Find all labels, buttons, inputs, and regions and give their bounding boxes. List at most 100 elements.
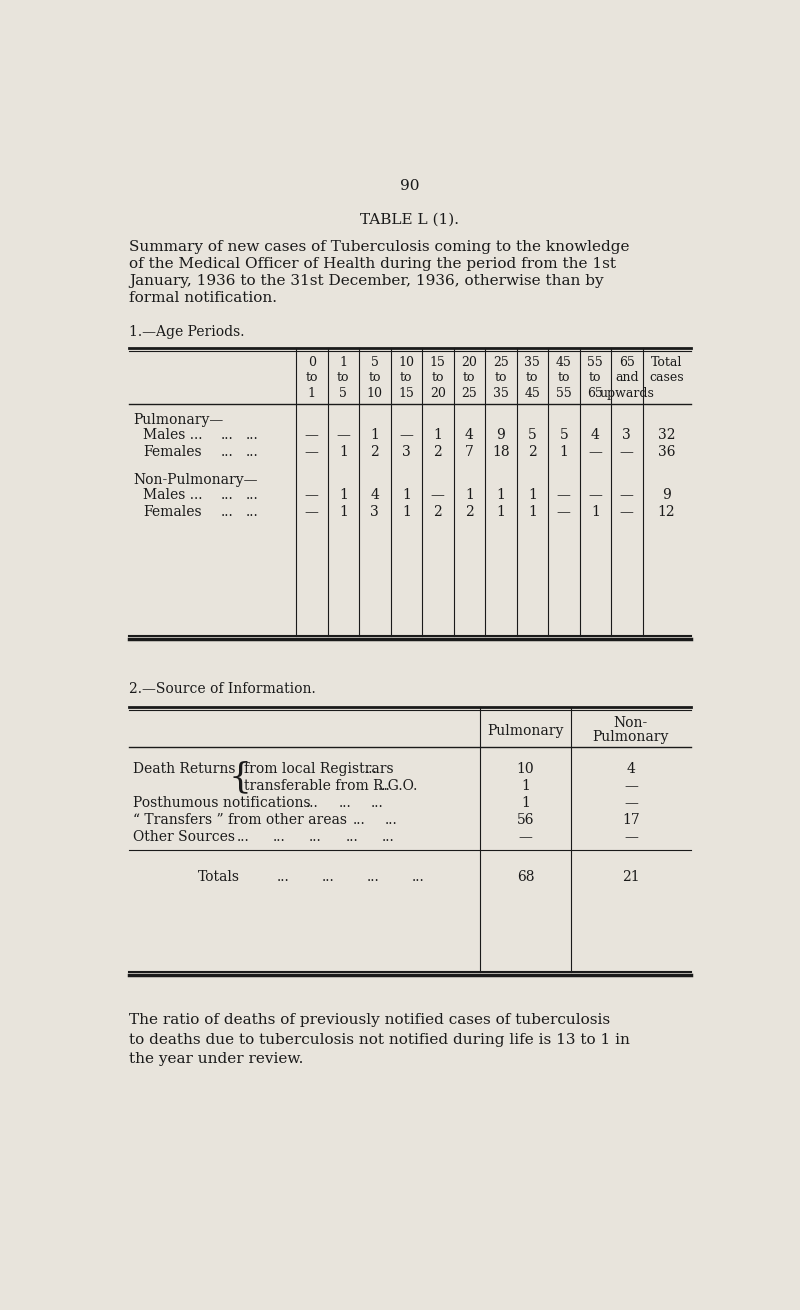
Text: Pulmonary: Pulmonary xyxy=(487,724,564,738)
Text: Other Sources: Other Sources xyxy=(134,831,235,844)
Text: ...: ... xyxy=(346,831,358,844)
Text: 65: 65 xyxy=(587,386,603,400)
Text: 2: 2 xyxy=(465,506,474,519)
Text: 35: 35 xyxy=(524,356,540,369)
Text: 1: 1 xyxy=(521,796,530,811)
Text: 5: 5 xyxy=(528,428,537,443)
Text: 2: 2 xyxy=(528,445,537,460)
Text: The ratio of deaths of previously notified cases of tuberculosis: The ratio of deaths of previously notifi… xyxy=(130,1014,610,1027)
Text: Pulmonary: Pulmonary xyxy=(593,730,669,744)
Text: 1: 1 xyxy=(402,506,410,519)
Text: ...: ... xyxy=(310,831,322,844)
Text: 12: 12 xyxy=(658,506,675,519)
Text: ...: ... xyxy=(246,489,258,502)
Text: 20: 20 xyxy=(430,386,446,400)
Text: to: to xyxy=(526,371,538,384)
Text: 45: 45 xyxy=(524,386,540,400)
Text: and: and xyxy=(615,371,638,384)
Text: to: to xyxy=(400,371,413,384)
Text: to: to xyxy=(431,371,444,384)
Text: 10: 10 xyxy=(398,356,414,369)
Text: 1: 1 xyxy=(465,489,474,502)
Text: —: — xyxy=(624,831,638,844)
Text: 1: 1 xyxy=(339,356,347,369)
Text: 1: 1 xyxy=(591,506,600,519)
Text: from local Registrars: from local Registrars xyxy=(244,762,394,777)
Text: Non-Pulmonary—: Non-Pulmonary— xyxy=(134,473,258,487)
Text: ...: ... xyxy=(221,445,234,460)
Text: 1: 1 xyxy=(496,489,506,502)
Text: Total: Total xyxy=(651,356,682,369)
Text: ...: ... xyxy=(366,870,379,884)
Text: 45: 45 xyxy=(556,356,572,369)
Text: ...: ... xyxy=(306,796,319,811)
Text: Pulmonary—: Pulmonary— xyxy=(134,413,223,427)
Text: formal notification.: formal notification. xyxy=(130,291,278,305)
Text: —: — xyxy=(399,428,414,443)
Text: 56: 56 xyxy=(517,814,534,827)
Text: 4: 4 xyxy=(591,428,600,443)
Text: TABLE L (1).: TABLE L (1). xyxy=(361,212,459,227)
Text: 1: 1 xyxy=(339,445,348,460)
Text: 2: 2 xyxy=(434,506,442,519)
Text: —: — xyxy=(431,489,445,502)
Text: Death Returns: Death Returns xyxy=(134,762,236,777)
Text: 10: 10 xyxy=(517,762,534,777)
Text: 55: 55 xyxy=(587,356,603,369)
Text: 1: 1 xyxy=(308,386,316,400)
Text: ...: ... xyxy=(386,814,398,827)
Text: 1: 1 xyxy=(339,506,348,519)
Text: ...: ... xyxy=(221,428,234,443)
Text: Summary of new cases of Tuberculosis coming to the knowledge: Summary of new cases of Tuberculosis com… xyxy=(130,240,630,254)
Text: —: — xyxy=(620,506,634,519)
Text: to: to xyxy=(494,371,507,384)
Text: 1: 1 xyxy=(528,489,537,502)
Text: 17: 17 xyxy=(622,814,640,827)
Text: Totals: Totals xyxy=(198,870,240,884)
Text: to: to xyxy=(306,371,318,384)
Text: 1: 1 xyxy=(434,428,442,443)
Text: ...: ... xyxy=(277,870,290,884)
Text: of the Medical Officer of Health during the period from the 1st: of the Medical Officer of Health during … xyxy=(130,257,617,271)
Text: 36: 36 xyxy=(658,445,675,460)
Text: 1: 1 xyxy=(370,428,379,443)
Text: 4: 4 xyxy=(370,489,379,502)
Text: upwards: upwards xyxy=(599,386,654,400)
Text: 5: 5 xyxy=(339,386,347,400)
Text: 1: 1 xyxy=(496,506,506,519)
Text: ...: ... xyxy=(353,814,366,827)
Text: 1: 1 xyxy=(559,445,568,460)
Text: —: — xyxy=(588,489,602,502)
Text: —: — xyxy=(336,428,350,443)
Text: ...: ... xyxy=(378,779,390,794)
Text: 32: 32 xyxy=(658,428,675,443)
Text: Males ...: Males ... xyxy=(143,489,203,502)
Text: ...: ... xyxy=(246,445,258,460)
Text: —: — xyxy=(557,506,570,519)
Text: —: — xyxy=(518,831,533,844)
Text: ...: ... xyxy=(338,796,351,811)
Text: 0: 0 xyxy=(308,356,316,369)
Text: 68: 68 xyxy=(517,870,534,884)
Text: Males ...: Males ... xyxy=(143,428,203,443)
Text: 9: 9 xyxy=(497,428,505,443)
Text: 15: 15 xyxy=(398,386,414,400)
Text: Posthumous notifications: Posthumous notifications xyxy=(134,796,311,811)
Text: ...: ... xyxy=(246,428,258,443)
Text: 18: 18 xyxy=(492,445,510,460)
Text: —: — xyxy=(620,489,634,502)
Text: ...: ... xyxy=(411,870,424,884)
Text: Non-: Non- xyxy=(614,717,648,730)
Text: 1.—Age Periods.: 1.—Age Periods. xyxy=(130,325,245,339)
Text: 1: 1 xyxy=(528,506,537,519)
Text: 3: 3 xyxy=(622,428,631,443)
Text: 5: 5 xyxy=(559,428,568,443)
Text: —: — xyxy=(305,506,318,519)
Text: to: to xyxy=(558,371,570,384)
Text: {: { xyxy=(229,760,252,794)
Text: 2: 2 xyxy=(434,445,442,460)
Text: 3: 3 xyxy=(402,445,410,460)
Text: —: — xyxy=(557,489,570,502)
Text: ...: ... xyxy=(273,831,286,844)
Text: 9: 9 xyxy=(662,489,671,502)
